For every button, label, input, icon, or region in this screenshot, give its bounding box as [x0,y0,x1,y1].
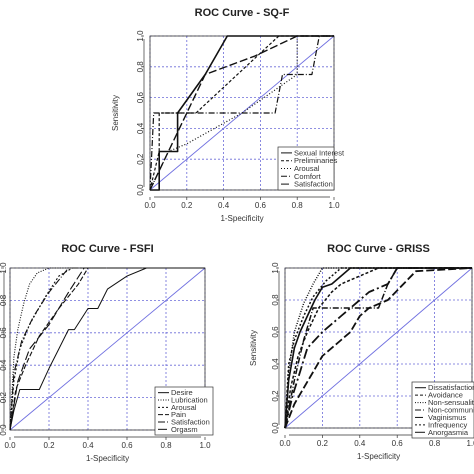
legend-entry: Preliminaries [294,156,338,165]
x-tick-label: 1.0 [328,201,340,210]
x-tick-label: 0.8 [160,441,172,450]
legend-box [154,386,214,436]
x-axis-label: 1-Specificity [86,454,129,463]
chart-fsfi: ROC Curve - FSFI 0.0 0.2 0.4 0.6 0.8 1.0 1-Spec… [0,243,214,463]
x-axis-label: 1-Specificity [220,214,263,223]
x-tick-label: 0.0 [144,201,156,210]
legend-entry: Anorgasmia [428,428,469,437]
series-line-sexual-interest [150,35,334,191]
y-tick-label: 0.2 [271,390,280,402]
y-tick-label: 0.4 [136,122,145,134]
y-tick-label: 0.8 [271,294,280,306]
series-line-satisfaction [9,267,205,431]
legend-entry: Non-communic [428,406,474,415]
y-tick-label: 0.8 [136,61,145,73]
series-line-pain [9,267,205,431]
x-tick-label: 0.6 [121,441,133,450]
x-tick-label: 0.8 [429,439,441,448]
legend-entry: Arousal [171,403,197,412]
series-line-infrequency [284,267,472,429]
y-axis-label: Sensitivity [249,330,258,366]
legend-entry: Dissatisfaction [428,383,474,392]
y-tick-label: 1.0 [0,262,8,274]
x-tick-label: 0.4 [82,441,94,450]
series-line-anorgasmia [284,267,472,429]
legend-entry: Arousal [294,164,320,173]
y-tick-label: 0.6 [271,326,280,338]
series-line-lubrication [9,267,205,431]
chart-title: ROC Curve - SQ-F [195,7,290,19]
series-line-dissatisfaction [284,267,472,429]
legend-entry: Sexual Interest [294,148,345,157]
legend-entry: Satisfaction [294,180,333,189]
y-tick-label: 0.8 [0,294,8,306]
legend-entry: Lubrication [171,396,208,405]
y-tick-label: 0.2 [136,153,145,165]
series-line-satisfaction [149,35,334,191]
x-tick-label: 1.0 [466,439,474,448]
legend: DesireLubricationArousalPainSatisfaction… [154,386,214,436]
legend-entry: Comfort [294,172,322,181]
x-tick-label: 0.4 [218,201,230,210]
x-tick-label: 0.8 [292,201,304,210]
x-tick-label: 0.2 [43,441,55,450]
y-tick-label: 0.4 [0,359,8,371]
x-tick-label: 0.2 [317,439,329,448]
x-tick-label: 1.0 [199,441,211,450]
y-tick-label: 0.0 [0,424,8,436]
x-axis-label: 1-Specificity [357,452,400,461]
y-tick-label: 0.6 [136,91,145,103]
series-line-orgasm [9,267,205,431]
legend: DissatisfactionAvoidanceNon-sensualityNo… [411,381,474,439]
legend-box [411,381,474,439]
legend-entry: Pain [171,410,186,419]
legend-entry: Avoidance [428,391,463,400]
reference-diagonal [284,267,473,429]
x-tick-label: 0.0 [4,441,16,450]
y-axis-label: Sensitivity [111,95,120,131]
y-tick-label: 0.0 [271,422,280,434]
reference-diagonal [9,267,206,431]
y-tick-label: 1.0 [271,262,280,274]
legend-entry: Orgasm [171,425,198,434]
y-tick-label: 0.0 [136,184,145,196]
legend: Sexual InterestPreliminariesArousalComfo… [277,146,345,191]
legend-entry: Infrequency [428,420,467,429]
y-tick-label: 0.6 [0,327,8,339]
x-tick-label: 0.2 [181,201,193,210]
chart-griss: ROC Curve - GRISS 0.0 0.2 0.4 0.6 0.8 1.0 1-Spe… [249,243,474,461]
legend-entry: Desire [171,388,193,397]
series-line-avoidance [284,267,472,429]
x-tick-label: 0.6 [392,439,404,448]
legend-entry: Satisfaction [171,418,210,427]
chart-title: ROC Curve - FSFI [61,243,153,255]
chart-title: ROC Curve - GRISS [327,243,430,255]
x-tick-label: 0.0 [279,439,291,448]
series-line-arousal [9,267,205,431]
y-tick-label: 1.0 [136,30,145,42]
y-tick-label: 0.4 [271,358,280,370]
x-tick-label: 0.6 [255,201,267,210]
y-tick-label: 0.2 [0,391,8,403]
series-line-desire [9,267,205,431]
series-line-comfort [149,35,334,191]
x-tick-label: 0.4 [354,439,366,448]
series-line-vaginismus [284,267,473,429]
series-line-non-communic [284,267,472,429]
legend-entry: Non-sensuality [428,398,474,407]
chart-sqf: ROC Curve - SQ-F 0.0 0.2 0.4 0.6 0.8 1.0 1-Spec… [111,7,345,223]
legend-entry: Vaginismus [428,413,466,422]
